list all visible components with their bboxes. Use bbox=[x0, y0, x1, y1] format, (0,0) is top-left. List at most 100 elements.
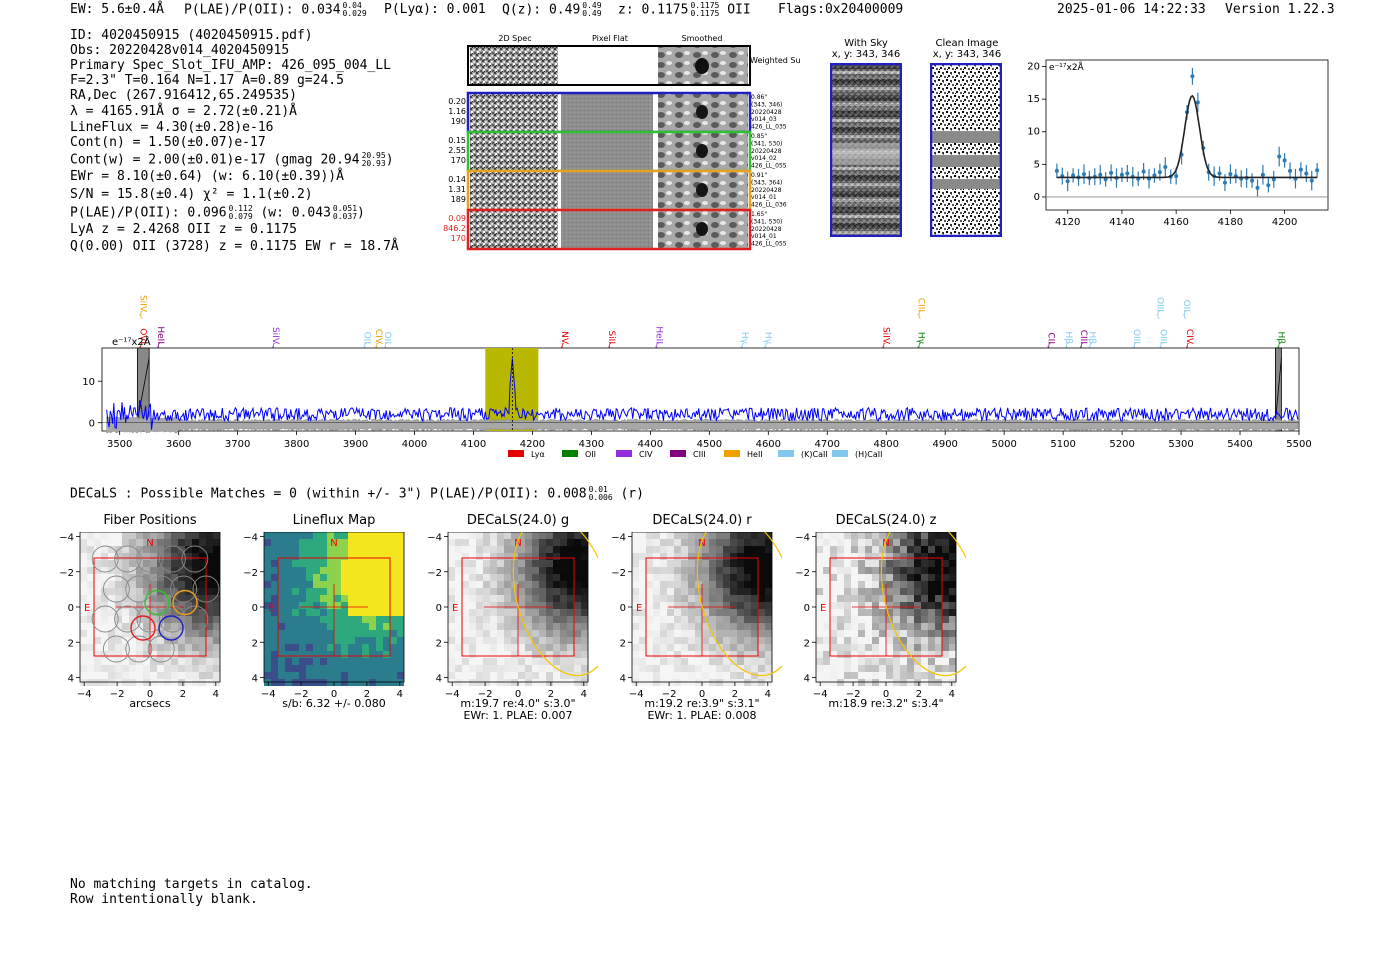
decals-pixel bbox=[178, 567, 185, 574]
decals-pixel bbox=[553, 588, 560, 595]
decals-pixel bbox=[108, 665, 115, 672]
decals-pixel bbox=[469, 644, 476, 651]
decals-pixel bbox=[341, 665, 348, 672]
decals-pixel bbox=[164, 651, 171, 658]
decals-pixel bbox=[278, 595, 285, 602]
fit-point bbox=[1277, 154, 1282, 159]
decals-pixel bbox=[914, 553, 921, 560]
decals-pixel bbox=[476, 553, 483, 560]
decals-pixel bbox=[292, 616, 299, 623]
decals-pixel bbox=[879, 616, 886, 623]
decals-pixel bbox=[115, 609, 122, 616]
decals-pixel bbox=[299, 553, 306, 560]
decals-pixel bbox=[546, 581, 553, 588]
decals-pixel bbox=[823, 602, 830, 609]
decals-pixel bbox=[299, 539, 306, 546]
decals-pixel bbox=[858, 553, 865, 560]
decals-pixel bbox=[490, 623, 497, 630]
decals-pixel bbox=[660, 560, 667, 567]
decals-pixel bbox=[348, 637, 355, 644]
decals-pixel bbox=[765, 602, 772, 609]
decals-pixel bbox=[355, 567, 362, 574]
spectrum-line-tick-3: { bbox=[271, 342, 276, 351]
decals-pixel bbox=[362, 609, 369, 616]
decals-pixel bbox=[949, 637, 956, 644]
decals-pixel bbox=[483, 651, 490, 658]
decals-pixel bbox=[830, 630, 837, 637]
decals-pixel bbox=[949, 560, 956, 567]
decals-pixel bbox=[567, 595, 574, 602]
decals-pixel bbox=[108, 609, 115, 616]
decals-xtick-label-0-0: −4 bbox=[77, 689, 92, 700]
decals-pixel bbox=[497, 623, 504, 630]
decals-pixel bbox=[907, 637, 914, 644]
decals-pixel bbox=[851, 595, 858, 602]
decals-pixel bbox=[907, 553, 914, 560]
decals-pixel bbox=[539, 651, 546, 658]
cutout-left-2-0: 0.14 bbox=[448, 175, 466, 184]
spectrum-xtick-label-8: 4300 bbox=[579, 439, 604, 450]
decals-pixel bbox=[858, 609, 865, 616]
decals-pixel bbox=[567, 630, 574, 637]
decals-pixel bbox=[744, 539, 751, 546]
fiber-circle-16 bbox=[125, 635, 153, 663]
decals-pixel bbox=[723, 553, 730, 560]
decals-pixel bbox=[213, 595, 220, 602]
decals-pixel bbox=[702, 665, 709, 672]
decals-pixel bbox=[553, 546, 560, 553]
decals-pixel bbox=[383, 609, 390, 616]
decals-pixel bbox=[921, 651, 928, 658]
decals-pixel bbox=[348, 602, 355, 609]
decals-panel-sub1-4: m:18.9 re:3.2" s:3.4" bbox=[828, 697, 944, 710]
decals-pixel bbox=[674, 532, 681, 539]
decals-pixel bbox=[921, 546, 928, 553]
decals-pixel bbox=[681, 630, 688, 637]
decals-pixel bbox=[702, 637, 709, 644]
decals-pixel bbox=[483, 546, 490, 553]
decals-pixel bbox=[285, 574, 292, 581]
decals-pixel bbox=[716, 616, 723, 623]
decals-pixel bbox=[299, 567, 306, 574]
decals-pixel bbox=[320, 553, 327, 560]
fit-point bbox=[1071, 173, 1076, 178]
decals-ytick-label-1-1: 2 bbox=[252, 638, 258, 649]
decals-pixel bbox=[476, 644, 483, 651]
decals-pixel bbox=[907, 532, 914, 539]
decals-pixel bbox=[581, 623, 588, 630]
decals-pixel bbox=[80, 588, 87, 595]
decals-pixel bbox=[199, 532, 206, 539]
decals-pixel bbox=[907, 567, 914, 574]
decals-pixel bbox=[108, 651, 115, 658]
decals-pixel bbox=[900, 539, 907, 546]
decals-pixel bbox=[723, 644, 730, 651]
decals-pixel bbox=[306, 609, 313, 616]
decals-pixel bbox=[893, 560, 900, 567]
decals-pixel bbox=[164, 581, 171, 588]
fit-plot-frame bbox=[1045, 59, 1329, 211]
decals-pixel bbox=[823, 637, 830, 644]
with-sky-image bbox=[830, 63, 902, 237]
decals-pixel bbox=[504, 553, 511, 560]
decals-pixel bbox=[751, 560, 758, 567]
decals-pixel bbox=[157, 637, 164, 644]
decals-pixel bbox=[490, 672, 497, 679]
decals-pixel bbox=[765, 574, 772, 581]
decals-pixel bbox=[136, 581, 143, 588]
decals-pixel bbox=[879, 665, 886, 672]
decals-pixel bbox=[469, 567, 476, 574]
cutout-2dspec-2 bbox=[470, 172, 558, 209]
decals-pixel bbox=[397, 574, 404, 581]
decals-pixel bbox=[101, 630, 108, 637]
decals-xtick-label-1-2: 0 bbox=[331, 689, 337, 700]
spectrum-line-label-1: OVI bbox=[137, 328, 147, 344]
decals-pixel bbox=[837, 602, 844, 609]
spectrum-xtick-label-9: 4400 bbox=[638, 439, 663, 450]
decals-pixel bbox=[80, 553, 87, 560]
cutout-right-0-4: 426_LL_035 bbox=[751, 124, 787, 131]
decals-pixel bbox=[660, 588, 667, 595]
decals-pixel bbox=[94, 679, 101, 686]
decals-pixel bbox=[185, 532, 192, 539]
decals-pixel bbox=[844, 560, 851, 567]
spectrum-xtick-label-10: 4500 bbox=[697, 439, 722, 450]
decals-pixel bbox=[921, 574, 928, 581]
